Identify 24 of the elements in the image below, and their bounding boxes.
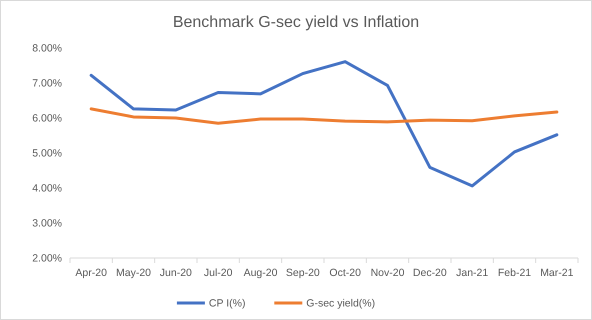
chart-title: Benchmark G-sec yield vs Inflation [172, 14, 420, 31]
y-tick-label: 3.00% [32, 218, 62, 230]
x-tick-label: Aug-20 [244, 267, 278, 279]
y-tick-label: 6.00% [32, 112, 62, 125]
x-tick-label: Feb-21 [498, 267, 532, 279]
x-tick-label: May-20 [116, 267, 152, 279]
y-tick-label: 5.00% [32, 148, 62, 160]
y-tick-label: 8.00% [32, 42, 62, 55]
line-series [90, 60, 558, 188]
y-tick-label: 7.00% [32, 78, 62, 90]
x-tick-label: Jun-20 [160, 267, 192, 279]
x-tick-label: Apr-20 [75, 267, 108, 279]
y-tick-label: 2.00% [32, 252, 62, 265]
legend-label: CP I(%) [208, 298, 246, 310]
x-tick-label: Mar-21 [540, 267, 574, 279]
line-series [90, 107, 558, 125]
x-tick-label: Jul-20 [204, 267, 233, 279]
x-tick-label: Dec-20 [412, 267, 447, 279]
x-tick-label: Jan-21 [456, 267, 488, 279]
x-tick-label: Oct-20 [329, 267, 362, 279]
x-tick-label: Sep-20 [286, 267, 320, 279]
y-tick-label: 4.00% [32, 182, 62, 195]
legend-label: G-sec yield(%) [306, 298, 376, 310]
x-tick-label: Nov-20 [370, 267, 405, 279]
